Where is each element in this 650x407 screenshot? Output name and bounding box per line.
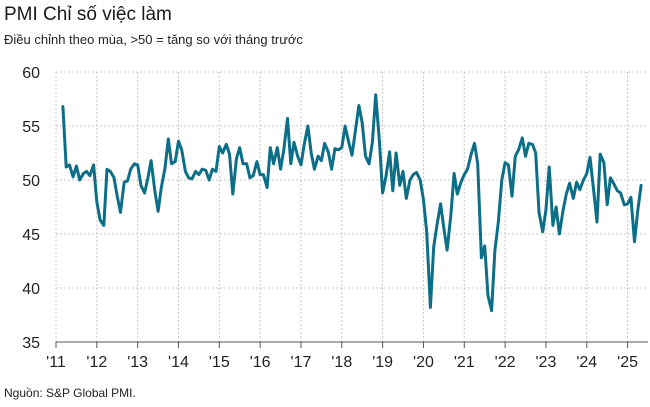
x-tick-label-2016: '16 [250, 354, 271, 371]
y-tick-label-40: 40 [22, 281, 40, 298]
x-tick-label-2021: '21 [454, 354, 475, 371]
x-tick-label-2025: '25 [617, 354, 638, 371]
x-tick-label-2018: '18 [331, 354, 352, 371]
x-tick-label-2017: '17 [291, 354, 312, 371]
x-tick-label-2020: '20 [413, 354, 434, 371]
x-tick-label-2011: '11 [46, 354, 66, 371]
series-line-0 [61, 93, 643, 313]
x-tick-label-2024: '24 [576, 354, 597, 371]
x-tick-label-2015: '15 [209, 354, 230, 371]
gridlines [55, 71, 648, 342]
series-layer [61, 93, 643, 313]
y-tick-label-45: 45 [22, 227, 40, 244]
y-axis-ticks: 35 40 45 50 55 60 [22, 65, 40, 352]
y-tick-label-55: 55 [22, 119, 40, 136]
chart-title: PMI Chỉ số việc làm [4, 4, 172, 25]
chart-subtitle: Điều chỉnh theo mùa, >50 = tăng so với t… [4, 32, 303, 47]
x-tick-label-2014: '14 [168, 354, 189, 371]
x-tick-label-2023: '23 [536, 354, 557, 371]
x-tick-label-2013: '13 [127, 354, 148, 371]
x-tick-label-2012: '12 [86, 354, 107, 371]
source-note: Nguồn: S&P Global PMI. [4, 386, 136, 400]
y-tick-label-50: 50 [22, 173, 40, 190]
x-tick-label-2022: '22 [495, 354, 516, 371]
y-tick-label-60: 60 [22, 65, 40, 82]
x-tick-label-2019: '19 [372, 354, 393, 371]
y-tick-label-35: 35 [22, 335, 40, 352]
x-axis-ticks: '11 '12 '13 '14 '15 '16 '17 '18 '19 '20 '21 '22 '23 '… [46, 341, 648, 371]
